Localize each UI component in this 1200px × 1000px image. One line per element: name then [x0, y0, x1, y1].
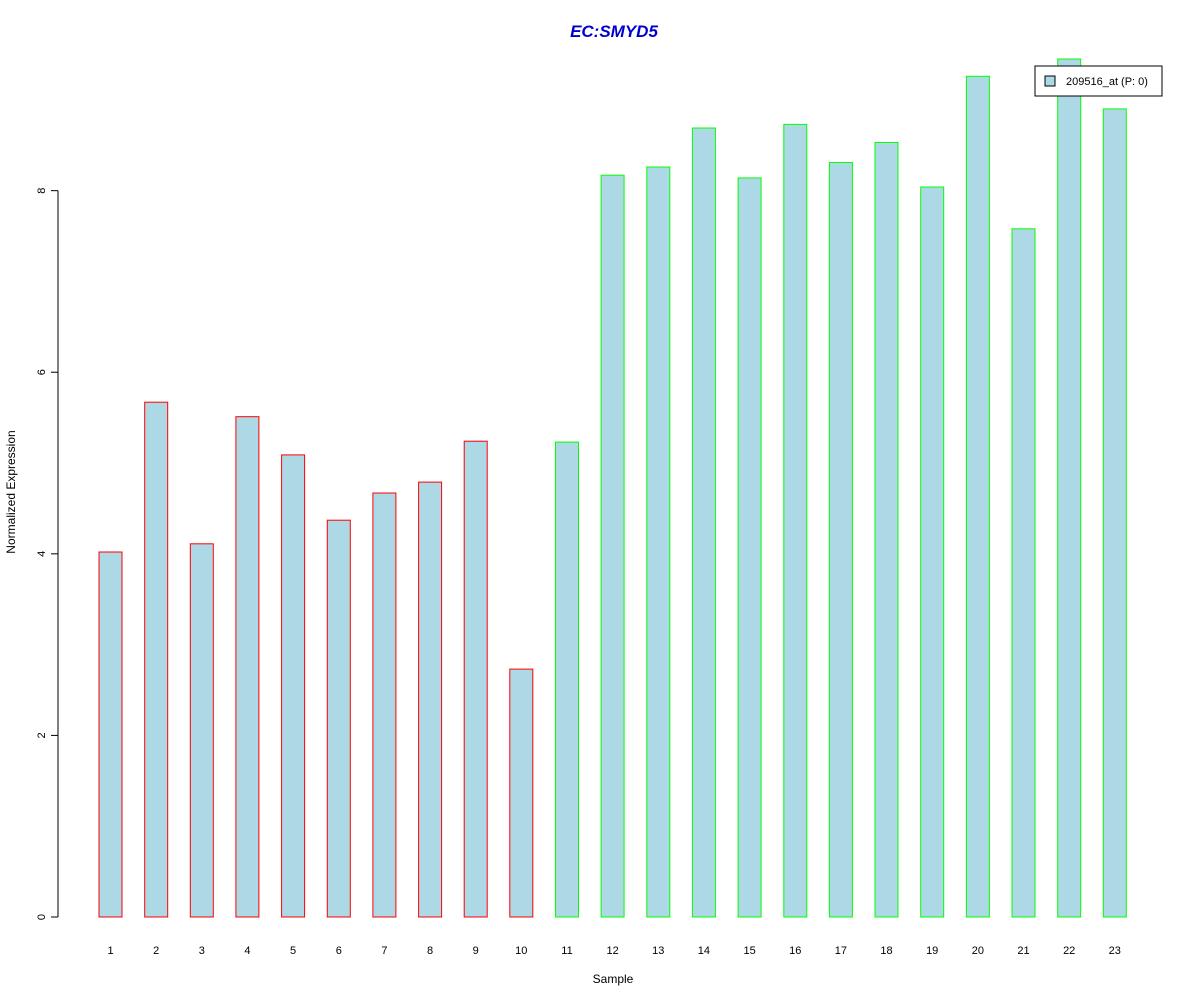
- bar-sample-2: [144, 401, 169, 918]
- bar-sample-7: [372, 492, 397, 918]
- bar-sample-9: [463, 440, 488, 918]
- legend-swatch: [1044, 75, 1056, 87]
- bar-sample-15: [737, 177, 762, 918]
- bar-sample-4: [235, 416, 260, 918]
- y-tick-label: 0: [36, 914, 48, 920]
- x-tick-label: 14: [698, 945, 710, 957]
- bar-sample-21: [1011, 228, 1036, 918]
- bar-sample-18: [874, 142, 899, 918]
- x-tick-label: 8: [427, 945, 433, 957]
- y-axis: 0 2 4 6 8: [36, 188, 59, 920]
- x-tick-label: 18: [880, 945, 892, 957]
- bar-sample-16: [783, 123, 808, 918]
- x-tick-label: 6: [336, 945, 342, 957]
- bar-sample-12: [600, 174, 625, 918]
- x-tick-label: 2: [153, 945, 159, 957]
- bar-sample-14: [691, 127, 716, 918]
- x-tick-label: 5: [290, 945, 296, 957]
- bar-sample-19: [920, 186, 945, 918]
- x-tick-label: 23: [1109, 945, 1121, 957]
- x-tick-label: 15: [743, 945, 755, 957]
- bar-sample-3: [189, 543, 214, 918]
- x-tick-label: 11: [561, 945, 572, 957]
- bar-sample-1: [98, 551, 123, 918]
- bar-sample-8: [418, 481, 443, 918]
- bar-sample-5: [281, 454, 306, 918]
- x-tick-label: 9: [473, 945, 479, 957]
- bar-sample-6: [326, 519, 351, 918]
- bar-sample-10: [509, 668, 534, 918]
- chart-title: EC:SMYD5: [570, 22, 658, 41]
- x-tick-label: 1: [107, 945, 113, 957]
- bar-sample-13: [646, 166, 671, 918]
- x-tick-label: 16: [789, 945, 801, 957]
- legend-box: [1034, 65, 1163, 97]
- x-tick-label: 7: [381, 945, 387, 957]
- x-tick-label: 22: [1063, 945, 1075, 957]
- bar-sample-22: [1057, 58, 1082, 918]
- x-axis-ticks: 1 2 3 4 5 6 7 8 9 10 11 12 13 14 15 16 17 18 19 20 21 22 23: [107, 945, 1120, 957]
- x-tick-label: 4: [244, 945, 250, 957]
- x-axis-label: Sample: [593, 972, 634, 986]
- legend: 209516_at (P: 0): [1034, 65, 1163, 97]
- x-tick-label: 19: [926, 945, 938, 957]
- x-tick-label: 21: [1017, 945, 1029, 957]
- y-axis-label: Normalized Expression: [4, 430, 18, 553]
- y-tick-label: 6: [36, 369, 48, 375]
- x-tick-label: 17: [835, 945, 847, 957]
- x-tick-label: 10: [515, 945, 527, 957]
- x-tick-label: 20: [972, 945, 984, 957]
- bar-sample-11: [555, 441, 579, 918]
- legend-entry-label: 209516_at (P: 0): [1066, 76, 1148, 88]
- bar-sample-17: [828, 162, 853, 918]
- bar-sample-23: [1102, 108, 1127, 918]
- x-tick-label: 13: [652, 945, 664, 957]
- bar-sample-20: [965, 75, 990, 918]
- x-tick-label: 3: [199, 945, 205, 957]
- x-tick-label: 12: [606, 945, 618, 957]
- y-tick-label: 4: [36, 551, 48, 557]
- y-tick-label: 2: [36, 732, 48, 738]
- y-tick-label: 8: [36, 188, 48, 194]
- bars-layer: [98, 58, 1127, 918]
